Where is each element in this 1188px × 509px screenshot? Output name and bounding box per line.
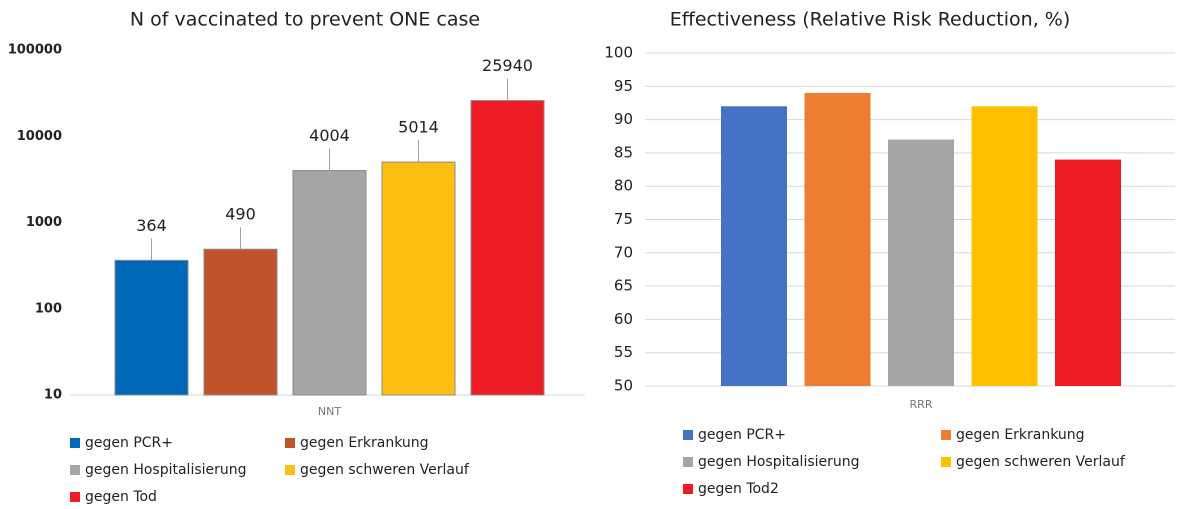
legend-swatch	[683, 457, 693, 467]
y-tick-label: 100	[604, 44, 633, 62]
bar	[114, 259, 189, 396]
legend-label: gegen schweren Verlauf	[300, 462, 470, 478]
y-tick-label: 80	[614, 177, 633, 195]
legend-swatch	[70, 438, 80, 448]
y-tick-label: 90	[614, 110, 633, 128]
legend-label: gegen schweren Verlauf	[956, 454, 1126, 470]
y-tick-label: 50	[614, 377, 633, 395]
data-label: 364	[136, 216, 167, 235]
legend-label: gegen Erkrankung	[956, 427, 1085, 443]
legend-swatch	[683, 484, 693, 494]
legend-swatch	[285, 465, 295, 475]
legend-label: gegen Hospitalisierung	[85, 462, 247, 478]
bar	[1055, 159, 1121, 386]
legend-label: gegen PCR+	[698, 427, 786, 443]
y-tick-label: 60	[614, 310, 633, 328]
legend-swatch	[70, 465, 80, 475]
legend-label: gegen PCR+	[85, 435, 173, 451]
bar	[804, 92, 871, 387]
bar	[888, 139, 954, 386]
data-label: 25940	[482, 56, 533, 75]
y-tick-label: 95	[614, 77, 633, 95]
bar	[381, 161, 456, 396]
y-tick-label: 10	[44, 388, 62, 403]
legend-swatch	[941, 430, 951, 440]
legend-label: gegen Tod	[85, 489, 157, 505]
legend-swatch	[70, 492, 80, 502]
y-tick-label: 1000	[26, 215, 62, 230]
chart-title: Effectiveness (Relative Risk Reduction, …	[670, 9, 1070, 31]
y-tick-label: 100	[35, 301, 62, 316]
y-tick-label: 65	[614, 277, 633, 295]
legend-swatch	[683, 430, 693, 440]
legend-label: gegen Hospitalisierung	[698, 454, 860, 470]
bar	[971, 106, 1038, 386]
legend-label: gegen Erkrankung	[300, 435, 429, 451]
y-tick-label: 10000	[17, 129, 62, 144]
data-label: 5014	[398, 118, 439, 137]
y-tick-label: 70	[614, 243, 633, 261]
data-label: 490	[225, 205, 256, 224]
legend-label: gegen Tod2	[698, 481, 779, 497]
legend-swatch	[941, 457, 951, 467]
bar	[470, 100, 545, 396]
x-tick-label: RRR	[910, 398, 933, 411]
bar	[721, 106, 787, 386]
y-tick-label: 75	[614, 210, 633, 228]
chart-title: N of vaccinated to prevent ONE case	[130, 9, 480, 31]
bar	[203, 248, 278, 396]
y-tick-label: 55	[614, 343, 633, 361]
bar	[292, 170, 367, 396]
data-label: 4004	[309, 126, 350, 145]
legend-swatch	[285, 438, 295, 448]
y-tick-label: 85	[614, 143, 633, 161]
x-tick-label: NNT	[318, 405, 341, 418]
y-tick-label: 100000	[8, 43, 62, 58]
